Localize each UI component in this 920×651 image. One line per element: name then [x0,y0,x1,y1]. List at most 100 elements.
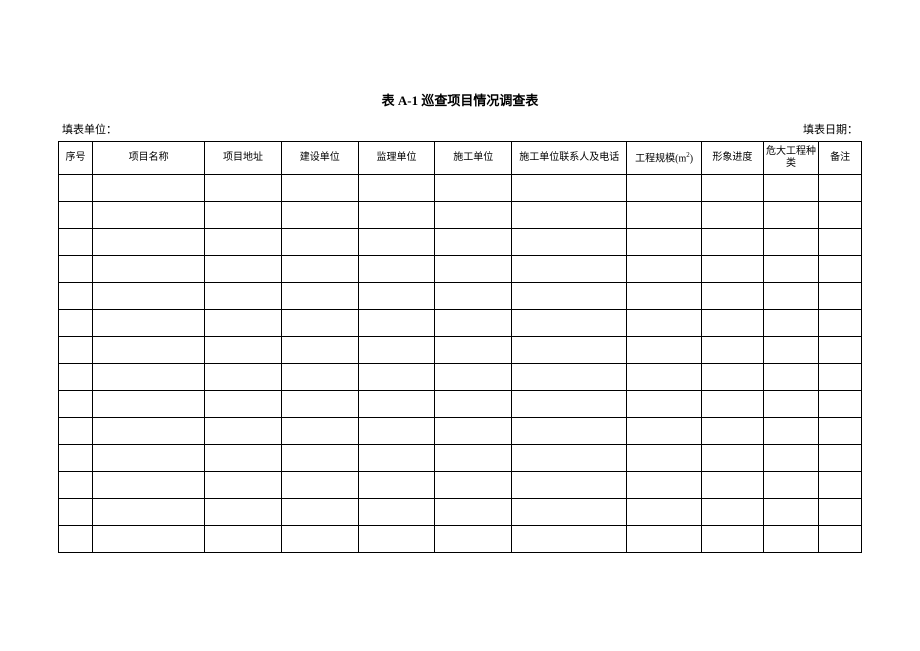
table-cell [281,337,358,364]
table-cell [59,364,93,391]
table-cell [763,337,818,364]
table-cell [435,499,512,526]
table-row [59,472,862,499]
table-cell [93,310,205,337]
col-header-seq: 序号 [59,142,93,175]
header-row: 填表单位： 填表日期： [58,121,862,137]
col-header-scale: 工程规模(m2) [627,142,702,175]
table-header: 序号 项目名称 项目地址 建设单位 监理单位 施工单位 施工单位联系人及电话 工… [59,142,862,175]
table-cell [627,418,702,445]
table-cell [627,526,702,553]
table-cell [701,499,763,526]
table-cell [701,364,763,391]
table-cell [93,499,205,526]
table-row [59,499,862,526]
table-cell [627,499,702,526]
table-cell [763,283,818,310]
table-cell [819,418,862,445]
table-cell [819,229,862,256]
table-cell [627,202,702,229]
table-cell [819,202,862,229]
table-cell [435,256,512,283]
table-row [59,418,862,445]
table-cell [358,472,435,499]
table-cell [281,283,358,310]
table-row [59,229,862,256]
table-cell [358,391,435,418]
table-cell [205,256,282,283]
table-cell [763,445,818,472]
table-cell [281,526,358,553]
table-cell [358,283,435,310]
table-cell [59,337,93,364]
table-cell [435,202,512,229]
col-header-note: 备注 [819,142,862,175]
table-cell [701,391,763,418]
table-cell [701,445,763,472]
table-cell [205,310,282,337]
table-cell [281,229,358,256]
table-cell [205,364,282,391]
table-cell [512,499,627,526]
table-cell [627,445,702,472]
table-cell [281,364,358,391]
table-cell [627,229,702,256]
table-cell [435,229,512,256]
table-row [59,364,862,391]
table-cell [435,364,512,391]
table-cell [819,364,862,391]
table-cell [93,202,205,229]
table-cell [819,499,862,526]
table-cell [93,445,205,472]
table-cell [358,364,435,391]
table-cell [435,175,512,202]
table-cell [512,472,627,499]
col-header-danger: 危大工程种类 [763,142,818,175]
table-cell [819,337,862,364]
col-header-addr: 项目地址 [205,142,282,175]
table-cell [701,418,763,445]
table-cell [763,418,818,445]
table-cell [819,526,862,553]
table-cell [627,256,702,283]
col-header-build: 建设单位 [281,142,358,175]
table-cell [763,310,818,337]
table-cell [281,499,358,526]
table-cell [627,472,702,499]
table-cell [512,256,627,283]
table-cell [358,310,435,337]
table-cell [59,418,93,445]
table-cell [358,337,435,364]
col-header-contact: 施工单位联系人及电话 [512,142,627,175]
table-cell [701,175,763,202]
table-row [59,175,862,202]
table-cell [205,175,282,202]
table-cell [205,418,282,445]
table-row [59,391,862,418]
table-cell [59,229,93,256]
table-cell [512,310,627,337]
table-cell [59,202,93,229]
table-cell [205,202,282,229]
document-title: 表 A-1 巡查项目情况调查表 [58,90,862,109]
table-cell [435,445,512,472]
table-cell [281,418,358,445]
table-cell [358,229,435,256]
page-container: 表 A-1 巡查项目情况调查表 填表单位： 填表日期： 序号 项目名称 项目地址… [0,0,920,553]
header-left-label: 填表单位： [62,121,117,137]
table-cell [93,256,205,283]
table-body [59,175,862,553]
table-cell [205,391,282,418]
table-cell [93,364,205,391]
table-cell [627,310,702,337]
col-header-name: 项目名称 [93,142,205,175]
table-cell [627,283,702,310]
table-cell [512,283,627,310]
table-cell [93,526,205,553]
table-row [59,256,862,283]
table-cell [701,526,763,553]
table-row [59,445,862,472]
table-cell [819,256,862,283]
table-cell [59,499,93,526]
table-cell [435,391,512,418]
